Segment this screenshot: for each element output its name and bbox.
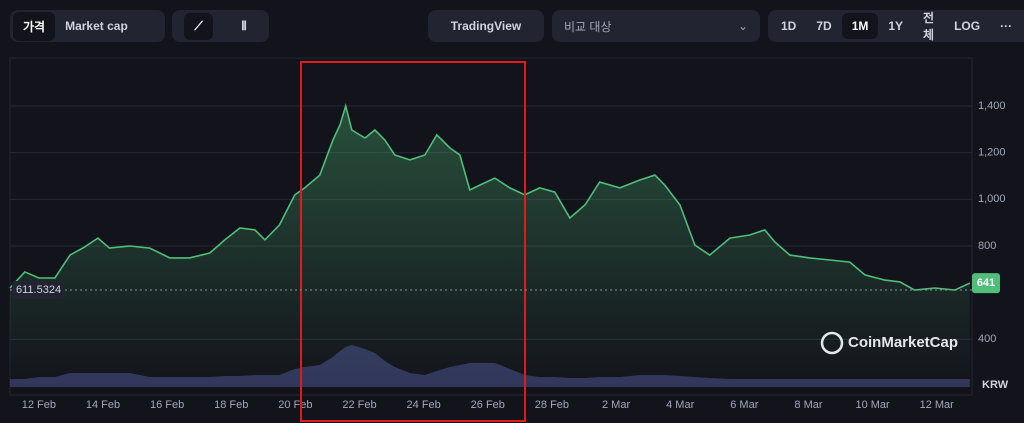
x-tick-label: 10 Mar [855,399,890,411]
x-tick-label: 4 Mar [666,399,694,411]
x-tick-label: 2 Mar [602,399,630,411]
chart-type-group: ⟋ ⫴ [172,10,269,42]
x-tick-label: 12 Mar [920,399,955,411]
plot-frame [9,57,973,396]
current-label-bg [972,273,1000,294]
label: TradingView [450,19,522,33]
x-tick-label: 16 Feb [150,399,184,411]
range[interactable]: 1M [841,13,879,39]
y-tick-label: 400 [978,333,996,345]
price-area [10,106,970,387]
y-tick-label: 1,200 [978,147,1006,159]
tab[interactable]: 가격 [13,11,56,41]
range[interactable]: 7D [816,19,832,33]
x-tick-label: 8 Mar [794,399,822,411]
tab[interactable]: Market cap [65,19,128,33]
more[interactable]: ··· [1000,19,1013,33]
x-tick-label: 24 Feb [407,399,441,411]
watermark-logo [820,331,844,355]
reference-label-bg [12,280,64,299]
range[interactable]: 1Y [888,19,904,33]
reference-label: 611.5324 [16,284,61,296]
tradingview-button[interactable]: TradingView [428,10,544,42]
price-line [9,103,971,291]
y-tick-label: 1,000 [978,193,1006,205]
watermark: CoinMarketCap [848,334,958,351]
x-tick-label: 22 Feb [342,399,376,411]
range[interactable]: 1D [781,19,797,33]
chevron: ⌄ [737,19,748,33]
x-tick-label: 14 Feb [86,399,120,411]
x-tick-label: 28 Feb [535,399,569,411]
range-group: 1D 7D 1M 1Y 전체 LOG ··· [768,10,1024,42]
x-tick-label: 26 Feb [471,399,505,411]
x-tick-label: 20 Feb [278,399,312,411]
line-icon[interactable]: ⟋ [184,12,213,40]
y-axis-label: KRW [982,379,1009,391]
y-tick-label: 1,400 [978,100,1006,112]
x-tick-label: 18 Feb [214,399,248,411]
range[interactable]: LOG [954,19,981,33]
candle-icon[interactable]: ⫴ [241,18,247,33]
y-tick-label: 800 [978,240,996,252]
compare-select[interactable]: 비교 대상 ⌄ [552,10,760,42]
label: 비교 대상 [564,19,612,34]
highlight-box [300,61,526,422]
current-label: 641 [977,277,995,289]
x-tick-label: 6 Mar [730,399,758,411]
range[interactable]: 전체 [923,11,935,42]
tab-group: 가격 Market cap [10,10,165,42]
x-tick-label: 12 Feb [22,399,56,411]
